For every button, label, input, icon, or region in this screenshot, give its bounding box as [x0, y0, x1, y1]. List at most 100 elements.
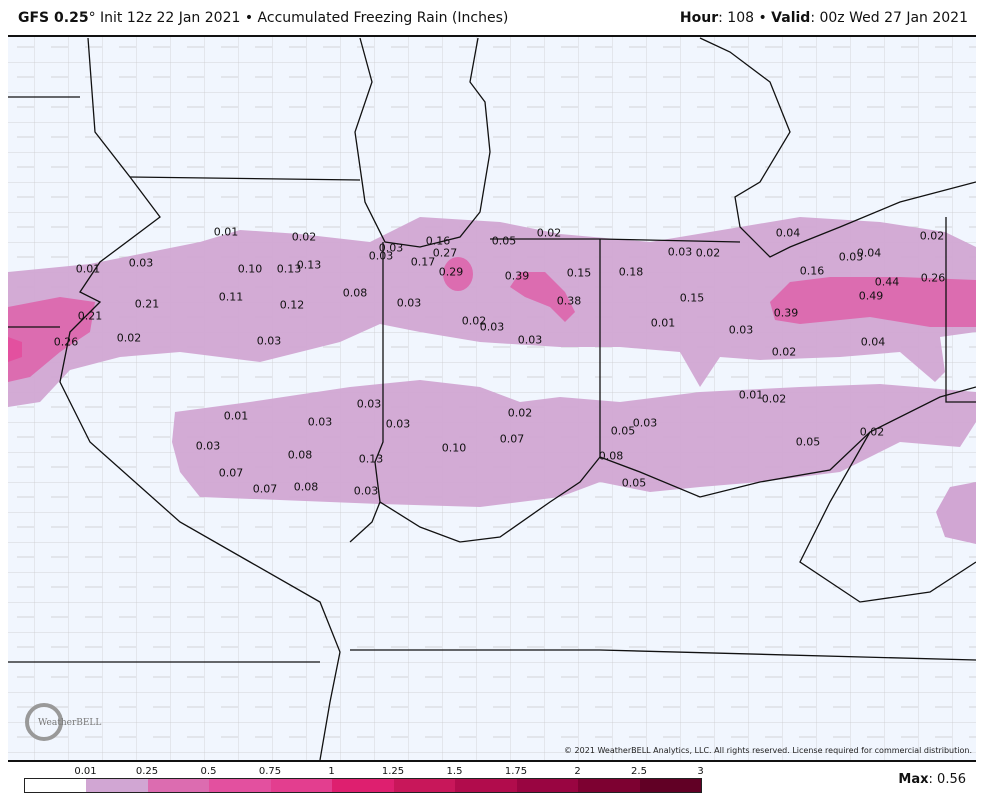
legend-tick: 0.5: [200, 766, 217, 777]
accumulation-value: 0.03: [479, 320, 505, 334]
accumulation-value: 0.08: [598, 449, 624, 463]
accumulation-value: 0.03: [307, 415, 333, 429]
band-south: [172, 380, 976, 507]
band-east-blob: [936, 482, 976, 544]
accumulation-value: 0.07: [218, 466, 244, 480]
accumulation-value: 0.02: [116, 331, 142, 345]
accumulation-value: 0.01: [213, 225, 239, 239]
max-number: : 0.56: [928, 772, 966, 787]
accumulation-value: 0.03: [378, 241, 404, 255]
accumulation-value: 0.04: [860, 335, 886, 349]
legend-tick: 1.5: [446, 766, 463, 777]
accumulation-value: 0.16: [799, 264, 825, 278]
accumulation-value: 0.02: [859, 425, 885, 439]
accumulation-value: 0.02: [695, 246, 721, 260]
legend-swatch: [209, 779, 271, 792]
oh-pa-border: [945, 217, 976, 403]
accumulation-value: 0.16: [425, 234, 451, 248]
accumulation-value: 0.08: [342, 286, 368, 300]
accumulation-value: 0.03: [385, 417, 411, 431]
accumulation-value: 0.03: [368, 249, 394, 263]
legend-swatch: [393, 779, 456, 792]
pink-west: [8, 297, 95, 382]
valid-value: : 00z Wed 27 Jan 2021: [810, 10, 968, 26]
accumulation-value: 0.03: [632, 416, 658, 430]
accumulation-value: 0.01: [738, 388, 764, 402]
accumulation-value: 0.15: [566, 266, 592, 280]
accumulation-value: 0.03: [256, 334, 282, 348]
accumulation-value: 0.04: [856, 246, 882, 260]
accumulation-value: 0.27: [432, 246, 458, 260]
legend-swatch: [270, 779, 333, 792]
legend-swatch: [86, 779, 148, 792]
map-svg: [8, 37, 976, 760]
lake-michigan-shore: [354, 37, 491, 248]
accumulation-value: 0.10: [441, 441, 467, 455]
accumulation-value: 0.11: [218, 290, 244, 304]
accumulation-value: 0.13: [276, 262, 302, 276]
legend-swatch: [332, 779, 394, 792]
pink-west-core: [8, 337, 22, 362]
precip-shading: [8, 217, 976, 544]
legend-tick: 3: [697, 766, 704, 777]
legend-tick: 1.25: [381, 766, 405, 777]
svg-text:WeatherBELL: WeatherBELL: [38, 718, 101, 728]
accumulation-value: 0.10: [237, 262, 263, 276]
ohio-river-west: [379, 456, 601, 543]
accumulation-value: 0.26: [920, 271, 946, 285]
max-value: Max: 0.56: [898, 772, 966, 787]
accumulation-value: 0.39: [504, 269, 530, 283]
copyright: © 2021 WeatherBELL Analytics, LLC. All r…: [564, 746, 972, 755]
accumulation-value: 0.07: [252, 482, 278, 496]
accumulation-value: 0.08: [287, 448, 313, 462]
map-title: GFS 0.25° Init 12z 22 Jan 2021 • Accumul…: [18, 10, 508, 26]
accumulation-value: 0.02: [461, 314, 487, 328]
accumulation-value: 0.05: [795, 435, 821, 449]
accumulation-value: 0.03: [396, 296, 422, 310]
accumulation-value: 0.02: [507, 406, 533, 420]
accumulation-value: 0.02: [919, 229, 945, 243]
legend-tick: 1: [328, 766, 335, 777]
pink-ohio: [770, 277, 976, 327]
legend-tick: 2: [574, 766, 581, 777]
hour-value: : 108 •: [718, 10, 772, 26]
mississippi-river: [59, 37, 341, 760]
ohio-river: [599, 386, 976, 498]
accumulation-value: 0.05: [610, 424, 636, 438]
accumulation-value: 0.39: [773, 306, 799, 320]
max-label: Max: [898, 772, 929, 787]
il-in-border: [349, 242, 384, 543]
legend-swatch: [25, 779, 87, 792]
legend-color-bar: [24, 778, 702, 793]
accumulation-value: 0.04: [775, 226, 801, 240]
accumulation-value: 0.05: [491, 234, 517, 248]
accumulation-value: 0.21: [134, 297, 160, 311]
accumulation-value: 0.26: [53, 335, 79, 349]
accumulation-value: 0.05: [621, 476, 647, 490]
accumulation-value: 0.13: [358, 452, 384, 466]
valid-label: Valid: [771, 10, 811, 26]
ky-tn-border: [350, 649, 976, 661]
legend-swatch: [455, 779, 517, 792]
accumulation-value: 0.03: [667, 245, 693, 259]
degree-symbol: °: [88, 10, 96, 26]
valid-time: Hour: 108 • Valid: 00z Wed 27 Jan 2021: [680, 10, 968, 26]
accumulation-value: 0.49: [858, 289, 884, 303]
map-canvas[interactable]: 0.01 0.02 0.03 0.01 0.10 0.13 0.13 0.21 0.11 0.12…: [8, 35, 976, 762]
accumulation-value: 0.13: [296, 258, 322, 272]
hour-label: Hour: [679, 10, 719, 26]
accumulation-value: 0.03: [195, 439, 221, 453]
accumulation-value: 0.01: [223, 409, 249, 423]
borders: [8, 37, 976, 760]
accumulation-value: 0.03: [353, 484, 379, 498]
wi-il-border: [129, 176, 361, 181]
accumulation-value: 0.21: [77, 309, 103, 323]
accumulation-value: 0.03: [128, 256, 154, 270]
legend-tick: 1.75: [504, 766, 528, 777]
accumulation-value: 0.18: [618, 265, 644, 279]
model-name: GFS 0.25: [18, 10, 89, 26]
accumulation-value: 0.08: [293, 480, 319, 494]
legend-tick: 0.01: [74, 766, 97, 777]
accumulation-value: 0.03: [728, 323, 754, 337]
